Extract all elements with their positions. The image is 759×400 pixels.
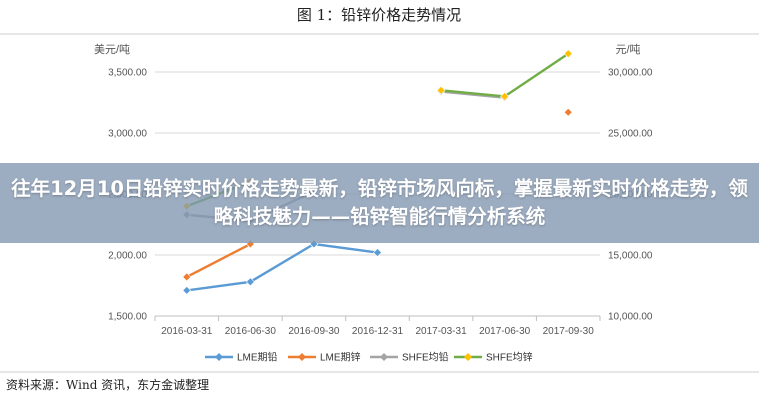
- x-tick-label: 2017-09-30: [543, 326, 595, 337]
- y-tick-label-left: 3,500.00: [108, 68, 147, 79]
- source-note: 资料来源：Wind 资讯，东方金诚整理: [6, 377, 209, 392]
- x-tick-label: 2016-09-30: [288, 326, 340, 337]
- x-tick-label: 2017-03-31: [415, 326, 467, 337]
- legend-label: SHFE均铅: [402, 351, 449, 364]
- y-tick-label-right: 15,000.00: [608, 251, 653, 262]
- x-tick-label: 2016-03-31: [161, 326, 213, 337]
- series-line: [186, 242, 251, 279]
- legend-label: LME期锌: [320, 351, 361, 364]
- data-point: [182, 285, 192, 295]
- headline-banner: 往年12月10日铅锌实时价格走势最新，铅锌市场风向标，掌握最新实时价格走势，领略…: [0, 163, 759, 243]
- y-tick-label-left: 1,500.00: [108, 312, 147, 323]
- y-tick-label-right: 30,000.00: [608, 68, 653, 79]
- data-point: [500, 91, 510, 101]
- x-tick-label: 2017-06-30: [479, 326, 531, 337]
- data-point: [245, 277, 255, 287]
- left-axis-unit: 美元/吨: [94, 43, 130, 56]
- y-tick-label-right: 10,000.00: [608, 312, 653, 323]
- data-point: [436, 85, 446, 95]
- legend-swatch-marker: [464, 353, 472, 361]
- legend-label: SHFE均锌: [486, 351, 533, 364]
- y-tick-label-left: 3,000.00: [108, 129, 147, 140]
- series-line: [440, 90, 505, 99]
- x-tick-label: 2016-06-30: [225, 326, 277, 337]
- data-point: [373, 248, 382, 257]
- y-tick-label-left: 2,000.00: [108, 251, 147, 262]
- legend-swatch-marker: [380, 353, 388, 361]
- legend-swatch-marker: [298, 353, 306, 361]
- data-point: [182, 272, 192, 282]
- right-axis-unit: 元/吨: [615, 43, 640, 56]
- y-tick-label-right: 25,000.00: [608, 129, 653, 140]
- legend-label: LME期铅: [237, 351, 278, 364]
- x-tick-label: 2016-12-31: [352, 326, 404, 337]
- figure-title: 图 1：铅锌价格走势情况: [297, 6, 461, 24]
- legend-swatch-marker: [215, 353, 223, 361]
- legend: LME期铅 LME期锌 SHFE均铅 SHFE均锌: [205, 351, 533, 364]
- series-line: [186, 242, 378, 292]
- data-point: [563, 107, 573, 117]
- data-point: [563, 49, 573, 59]
- headline-text: 往年12月10日铅锌实时价格走势最新，铅锌市场风向标，掌握最新实时价格走势，领略…: [11, 177, 748, 228]
